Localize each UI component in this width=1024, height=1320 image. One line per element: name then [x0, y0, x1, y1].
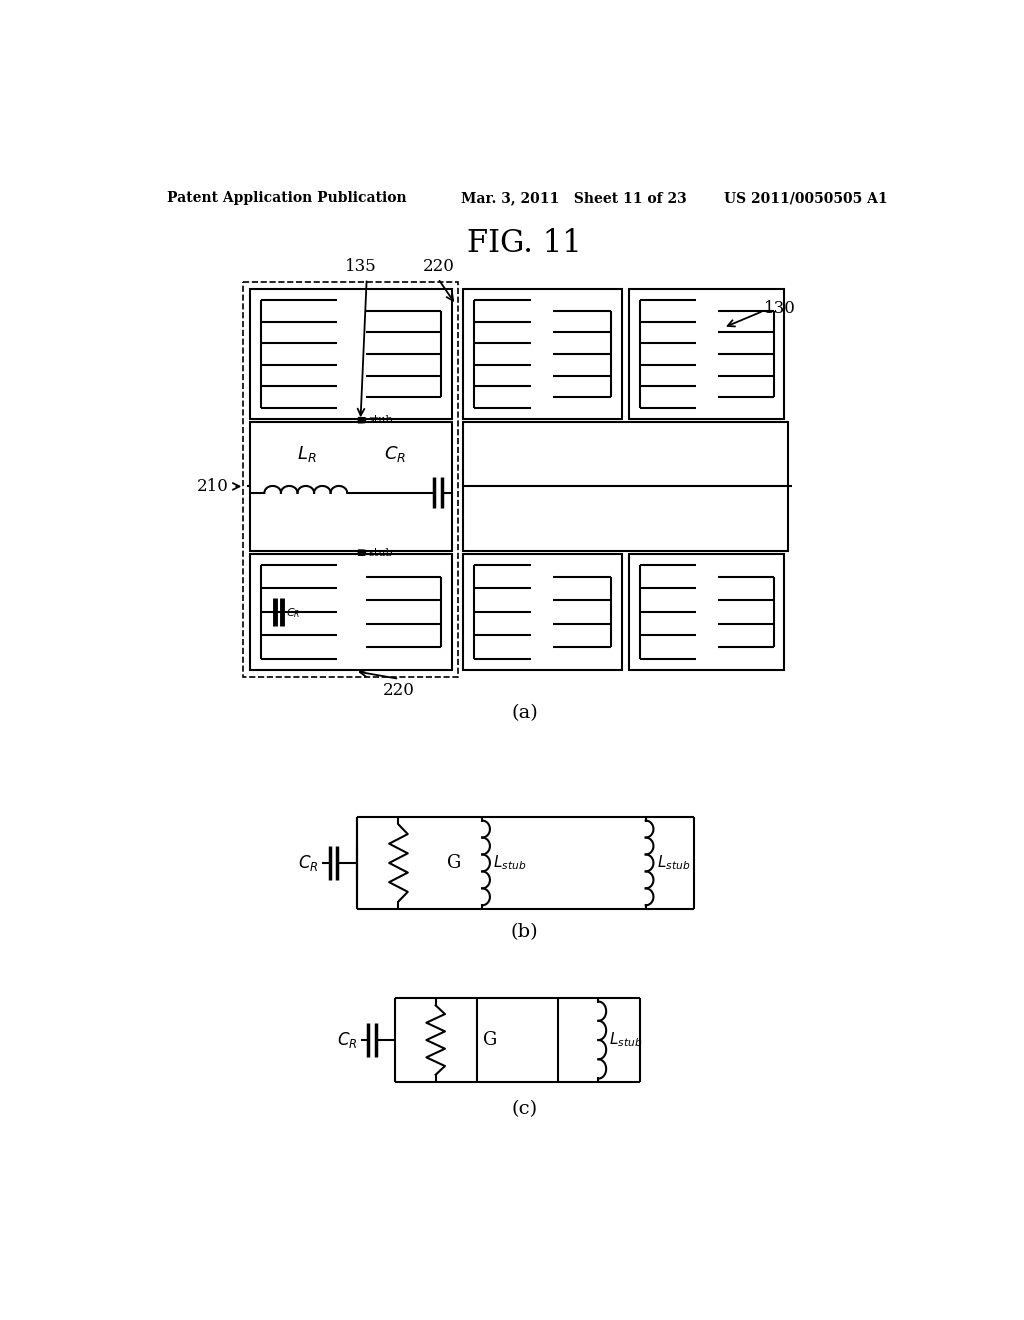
- Text: Patent Application Publication: Patent Application Publication: [167, 191, 407, 206]
- Text: G: G: [483, 1031, 498, 1049]
- Text: $L_{stub}$: $L_{stub}$: [656, 854, 690, 873]
- Bar: [463, 554, 622, 669]
- Text: FIG. 11: FIG. 11: [467, 227, 583, 259]
- Bar: [463, 422, 788, 552]
- Text: 130: 130: [764, 300, 796, 317]
- Text: 210: 210: [197, 478, 228, 495]
- Bar: [251, 422, 452, 552]
- Text: (b): (b): [511, 923, 539, 941]
- Bar: [463, 289, 622, 418]
- Text: $C_R$: $C_R$: [384, 444, 407, 465]
- Text: (a): (a): [511, 704, 539, 722]
- Bar: [630, 554, 784, 669]
- Text: G: G: [446, 854, 461, 873]
- Bar: [251, 554, 452, 669]
- Text: $C_R$: $C_R$: [337, 1030, 357, 1049]
- Text: 220: 220: [383, 682, 415, 700]
- Text: Mar. 3, 2011   Sheet 11 of 23: Mar. 3, 2011 Sheet 11 of 23: [461, 191, 687, 206]
- Text: stub: stub: [369, 548, 393, 557]
- Text: $L_R$: $L_R$: [297, 444, 316, 465]
- Bar: [243, 281, 458, 677]
- Bar: [630, 289, 784, 418]
- Text: (c): (c): [512, 1101, 538, 1118]
- Bar: [251, 289, 452, 418]
- Text: 135: 135: [345, 259, 377, 276]
- Text: 220: 220: [423, 259, 455, 276]
- Text: $L_{stub}$: $L_{stub}$: [609, 1031, 642, 1049]
- Text: US 2011/0050505 A1: US 2011/0050505 A1: [724, 191, 888, 206]
- Text: $L_{stub}$: $L_{stub}$: [493, 854, 526, 873]
- Text: stub: stub: [369, 416, 393, 425]
- Text: $C_R$: $C_R$: [298, 853, 318, 873]
- Text: $C_R$: $C_R$: [286, 607, 300, 620]
